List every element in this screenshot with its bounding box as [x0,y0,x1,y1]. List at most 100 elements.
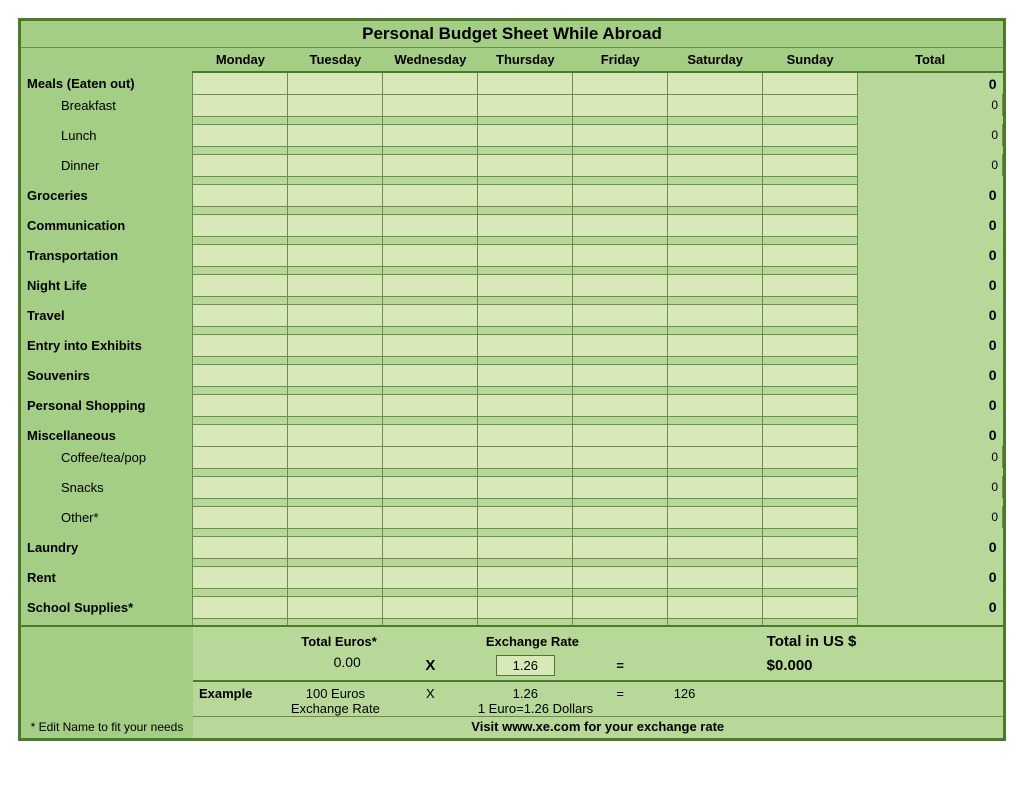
day-cell[interactable] [288,184,383,206]
day-cell[interactable] [383,506,478,528]
day-cell[interactable] [668,184,763,206]
day-cell[interactable] [288,304,383,326]
day-cell[interactable] [193,424,288,446]
day-cell[interactable] [288,214,383,236]
day-cell[interactable] [383,394,478,416]
day-cell[interactable] [668,274,763,296]
day-cell[interactable] [763,72,858,94]
day-cell[interactable] [383,334,478,356]
day-cell[interactable] [668,424,763,446]
day-cell[interactable] [383,72,478,94]
day-cell[interactable] [383,184,478,206]
day-cell[interactable] [288,446,383,468]
day-cell[interactable] [763,536,858,558]
day-cell[interactable] [193,154,288,176]
day-cell[interactable] [668,476,763,498]
day-cell[interactable] [763,184,858,206]
day-cell[interactable] [668,72,763,94]
exchange-rate-input[interactable]: 1.26 [496,655,555,676]
day-cell[interactable] [478,94,573,116]
day-cell[interactable] [383,214,478,236]
day-cell[interactable] [193,566,288,588]
day-cell[interactable] [573,424,668,446]
day-cell[interactable] [668,596,763,618]
day-cell[interactable] [573,394,668,416]
day-cell[interactable] [573,506,668,528]
day-cell[interactable] [573,244,668,266]
day-cell[interactable] [763,94,858,116]
day-cell[interactable] [383,274,478,296]
day-cell[interactable] [763,304,858,326]
day-cell[interactable] [763,476,858,498]
day-cell[interactable] [668,506,763,528]
day-cell[interactable] [193,124,288,146]
day-cell[interactable] [668,334,763,356]
day-cell[interactable] [478,566,573,588]
day-cell[interactable] [288,72,383,94]
day-cell[interactable] [573,94,668,116]
day-cell[interactable] [478,596,573,618]
day-cell[interactable] [288,154,383,176]
day-cell[interactable] [763,394,858,416]
day-cell[interactable] [383,94,478,116]
day-cell[interactable] [668,214,763,236]
day-cell[interactable] [288,334,383,356]
day-cell[interactable] [193,274,288,296]
day-cell[interactable] [478,184,573,206]
day-cell[interactable] [383,476,478,498]
day-cell[interactable] [383,446,478,468]
day-cell[interactable] [478,476,573,498]
day-cell[interactable] [478,334,573,356]
day-cell[interactable] [573,536,668,558]
day-cell[interactable] [288,394,383,416]
day-cell[interactable] [478,244,573,266]
day-cell[interactable] [478,274,573,296]
day-cell[interactable] [668,364,763,386]
day-cell[interactable] [763,154,858,176]
day-cell[interactable] [383,244,478,266]
day-cell[interactable] [288,424,383,446]
day-cell[interactable] [573,304,668,326]
day-cell[interactable] [383,536,478,558]
day-cell[interactable] [573,364,668,386]
day-cell[interactable] [573,274,668,296]
day-cell[interactable] [763,506,858,528]
day-cell[interactable] [478,154,573,176]
day-cell[interactable] [193,94,288,116]
day-cell[interactable] [668,124,763,146]
day-cell[interactable] [383,124,478,146]
day-cell[interactable] [288,244,383,266]
day-cell[interactable] [288,124,383,146]
day-cell[interactable] [573,566,668,588]
day-cell[interactable] [763,334,858,356]
day-cell[interactable] [193,536,288,558]
day-cell[interactable] [763,446,858,468]
day-cell[interactable] [668,394,763,416]
day-cell[interactable] [478,364,573,386]
day-cell[interactable] [763,596,858,618]
day-cell[interactable] [763,214,858,236]
day-cell[interactable] [383,304,478,326]
day-cell[interactable] [478,424,573,446]
day-cell[interactable] [193,214,288,236]
day-cell[interactable] [383,596,478,618]
day-cell[interactable] [193,72,288,94]
day-cell[interactable] [193,304,288,326]
day-cell[interactable] [763,124,858,146]
day-cell[interactable] [478,304,573,326]
day-cell[interactable] [288,274,383,296]
day-cell[interactable] [288,506,383,528]
day-cell[interactable] [573,446,668,468]
day-cell[interactable] [478,506,573,528]
day-cell[interactable] [193,394,288,416]
day-cell[interactable] [573,154,668,176]
day-cell[interactable] [763,424,858,446]
day-cell[interactable] [763,274,858,296]
day-cell[interactable] [668,154,763,176]
day-cell[interactable] [288,94,383,116]
day-cell[interactable] [573,476,668,498]
day-cell[interactable] [763,244,858,266]
day-cell[interactable] [478,214,573,236]
day-cell[interactable] [288,566,383,588]
day-cell[interactable] [573,124,668,146]
